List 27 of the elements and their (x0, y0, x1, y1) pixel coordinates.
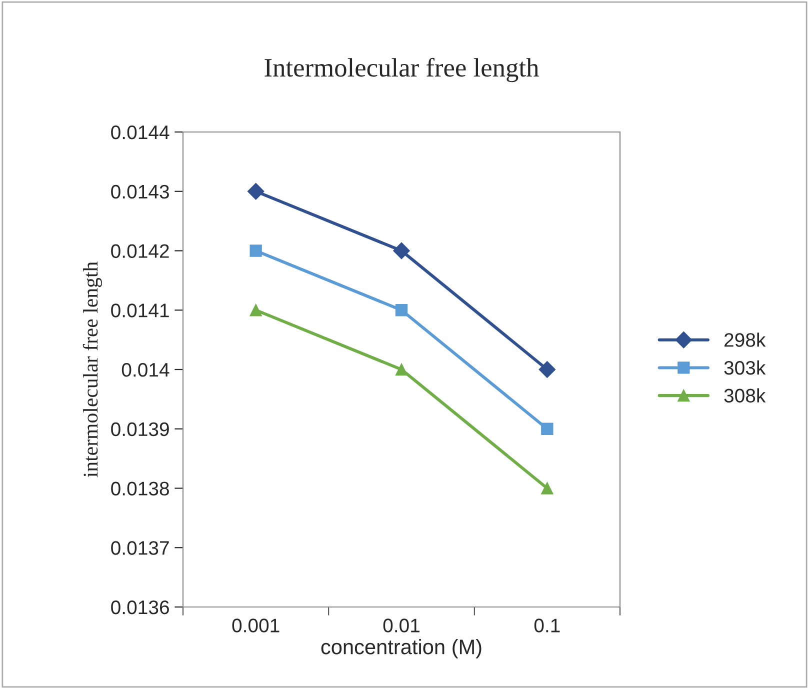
y-tick-label: 0.0136 (111, 600, 169, 614)
y-tick-label: 0.0137 (111, 541, 169, 555)
point (541, 422, 554, 435)
y-axis-title: intermolecular free length (82, 262, 102, 478)
y-tick-label: 0.014 (122, 362, 170, 377)
x-tick-label: 0.01 (383, 618, 420, 632)
y-tick-label: 0.0143 (111, 184, 169, 199)
y-tick-label: 0.0142 (111, 244, 169, 258)
point (395, 304, 408, 316)
point (393, 242, 410, 260)
point (250, 304, 262, 316)
point (250, 244, 262, 257)
y-tick-label: 0.0138 (111, 482, 169, 496)
point (395, 363, 408, 376)
legend-label: 298k (724, 332, 766, 347)
x-tick-label: 0.1 (534, 618, 560, 632)
point (247, 183, 264, 200)
legend-label: 303k (724, 360, 766, 375)
x-tick-label: 0.001 (232, 618, 280, 632)
chart-title: Intermolecular free length (264, 58, 539, 82)
point (538, 361, 556, 378)
y-tick-label: 0.0139 (111, 422, 169, 436)
legend-label: 308k (724, 388, 766, 403)
x-axis-title: concentration (M) (321, 639, 482, 658)
y-tick-label: 0.0144 (111, 125, 170, 140)
y-tick-label: 0.0141 (111, 304, 169, 318)
point (541, 482, 554, 494)
